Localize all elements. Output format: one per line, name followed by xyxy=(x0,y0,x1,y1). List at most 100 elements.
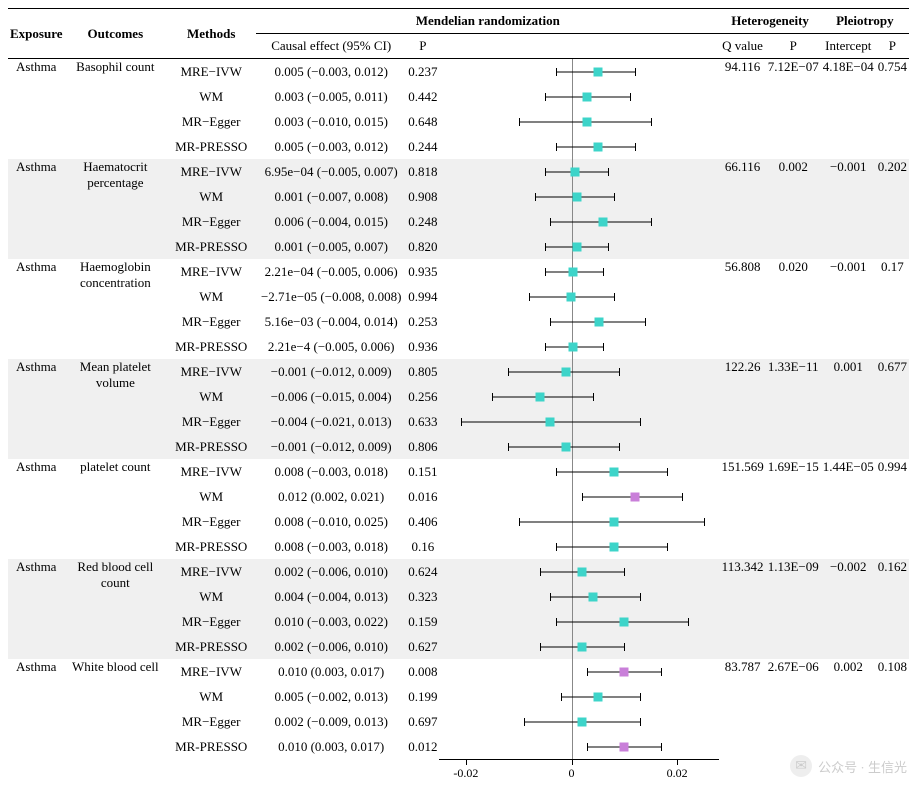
het-q-cell: 113.342 xyxy=(719,559,765,659)
plei-int-cell: 1.44E−05 xyxy=(821,459,876,559)
plot-cell xyxy=(439,459,719,484)
plot-cell xyxy=(439,134,719,159)
method-cell: MRE−IVW xyxy=(166,659,256,684)
forest-marker xyxy=(562,367,571,376)
p-cell: 0.256 xyxy=(406,384,439,409)
het-q-cell: 66.116 xyxy=(719,159,765,259)
method-cell: MR-PRESSO xyxy=(166,634,256,659)
plot-cell xyxy=(439,209,719,234)
plei-p-cell: 0.17 xyxy=(876,259,909,359)
forest-marker xyxy=(588,592,597,601)
forest-marker xyxy=(583,117,592,126)
het-p-cell: 1.69E−15 xyxy=(766,459,821,559)
col-pleip: P xyxy=(876,34,909,59)
method-cell: MR-PRESSO xyxy=(166,334,256,359)
plot-cell xyxy=(439,184,719,209)
het-p-cell: 1.13E−09 xyxy=(766,559,821,659)
plot-cell xyxy=(439,634,719,659)
ci-cell: 0.002 (−0.009, 0.013) xyxy=(256,709,406,734)
outcome-cell: White blood cell xyxy=(65,659,167,759)
table-row: AsthmaHaematocrit percentageMRE−IVW6.95e… xyxy=(8,159,909,184)
het-p-cell: 0.020 xyxy=(766,259,821,359)
forest-table: Exposure Outcomes Methods Mendelian rand… xyxy=(8,8,909,787)
ci-cell: 0.003 (−0.010, 0.015) xyxy=(256,109,406,134)
table-row: AsthmaHaemoglobin concentrationMRE−IVW2.… xyxy=(8,259,909,284)
col-p: P xyxy=(406,34,439,59)
forest-marker xyxy=(535,392,544,401)
method-cell: MR−Egger xyxy=(166,609,256,634)
table-row: AsthmaMean platelet volumeMRE−IVW−0.001 … xyxy=(8,359,909,384)
plei-int-cell: −0.001 xyxy=(821,259,876,359)
col-plei: Pleiotropy xyxy=(821,9,909,34)
plot-cell xyxy=(439,709,719,734)
method-cell: WM xyxy=(166,284,256,309)
forest-marker xyxy=(578,642,587,651)
plei-int-cell: −0.002 xyxy=(821,559,876,659)
ci-cell: 0.005 (−0.002, 0.013) xyxy=(256,684,406,709)
forest-marker xyxy=(578,717,587,726)
axis-row: -0.0200.02 xyxy=(8,759,909,787)
p-cell: 0.818 xyxy=(406,159,439,184)
plei-p-cell: 0.108 xyxy=(876,659,909,759)
p-cell: 0.624 xyxy=(406,559,439,584)
p-cell: 0.648 xyxy=(406,109,439,134)
ci-cell: 0.010 (−0.003, 0.022) xyxy=(256,609,406,634)
method-cell: MR-PRESSO xyxy=(166,434,256,459)
p-cell: 0.159 xyxy=(406,609,439,634)
plot-cell xyxy=(439,84,719,109)
plot-cell xyxy=(439,559,719,584)
plot-cell xyxy=(439,509,719,534)
forest-marker xyxy=(593,142,602,151)
forest-marker xyxy=(546,417,555,426)
plot-cell xyxy=(439,609,719,634)
method-cell: WM xyxy=(166,584,256,609)
table-row: AsthmaWhite blood cellMRE−IVW0.010 (0.00… xyxy=(8,659,909,684)
p-cell: 0.244 xyxy=(406,134,439,159)
method-cell: MRE−IVW xyxy=(166,259,256,284)
table-row: AsthmaBasophil countMRE−IVW0.005 (−0.003… xyxy=(8,59,909,85)
plei-int-cell: 0.002 xyxy=(821,659,876,759)
ci-cell: 2.21e−04 (−0.005, 0.006) xyxy=(256,259,406,284)
forest-marker xyxy=(572,242,581,251)
p-cell: 0.908 xyxy=(406,184,439,209)
het-q-cell: 151.569 xyxy=(719,459,765,559)
col-exposure: Exposure xyxy=(8,9,65,59)
col-plot xyxy=(439,34,719,59)
forest-marker xyxy=(562,442,571,451)
p-cell: 0.237 xyxy=(406,59,439,85)
axis-tick-label: 0.02 xyxy=(667,766,688,781)
plei-int-cell: 0.001 xyxy=(821,359,876,459)
plot-cell xyxy=(439,284,719,309)
forest-marker xyxy=(568,267,577,276)
method-cell: MRE−IVW xyxy=(166,559,256,584)
plei-p-cell: 0.677 xyxy=(876,359,909,459)
forest-marker xyxy=(568,342,577,351)
method-cell: WM xyxy=(166,184,256,209)
axis-tick-label: -0.02 xyxy=(453,766,478,781)
p-cell: 0.16 xyxy=(406,534,439,559)
plot-cell xyxy=(439,334,719,359)
het-q-cell: 94.116 xyxy=(719,59,765,160)
forest-marker xyxy=(609,467,618,476)
het-p-cell: 7.12E−07 xyxy=(766,59,821,160)
ci-cell: 2.21e−4 (−0.005, 0.006) xyxy=(256,334,406,359)
outcome-cell: Mean platelet volume xyxy=(65,359,167,459)
p-cell: 0.016 xyxy=(406,484,439,509)
method-cell: MR−Egger xyxy=(166,509,256,534)
ci-cell: 0.002 (−0.006, 0.010) xyxy=(256,634,406,659)
exposure-cell: Asthma xyxy=(8,659,65,759)
outcome-cell: Haematocrit percentage xyxy=(65,159,167,259)
plot-cell xyxy=(439,309,719,334)
plei-int-cell: 4.18E−04 xyxy=(821,59,876,160)
method-cell: WM xyxy=(166,84,256,109)
forest-marker xyxy=(593,692,602,701)
ci-cell: 0.008 (−0.003, 0.018) xyxy=(256,534,406,559)
outcome-cell: platelet count xyxy=(65,459,167,559)
plot-cell xyxy=(439,259,719,284)
outcome-cell: Basophil count xyxy=(65,59,167,160)
plei-p-cell: 0.754 xyxy=(876,59,909,160)
method-cell: MRE−IVW xyxy=(166,459,256,484)
plot-cell xyxy=(439,59,719,85)
forest-marker xyxy=(620,667,629,676)
ci-cell: 0.002 (−0.006, 0.010) xyxy=(256,559,406,584)
